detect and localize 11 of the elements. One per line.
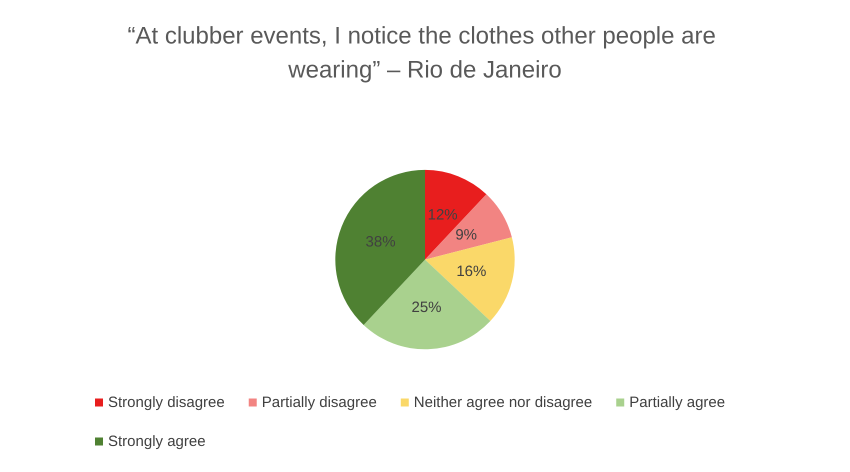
legend-label: Partially agree	[629, 394, 726, 411]
legend-label: Strongly disagree	[108, 394, 225, 411]
data-label: 25%	[411, 298, 442, 316]
data-label: 12%	[428, 206, 458, 224]
chart-title: “At clubber events, I notice the clothes other people are wearing” – Rio de Janeiro	[127, 22, 723, 84]
legend-label: Neither agree nor disagree	[414, 394, 592, 411]
legend-label: Partially disagree	[262, 394, 377, 411]
data-label: 9%	[455, 226, 478, 244]
legend-label: Strongly agree	[108, 433, 206, 450]
data-label: 38%	[366, 233, 396, 250]
data-label: 16%	[456, 262, 486, 280]
